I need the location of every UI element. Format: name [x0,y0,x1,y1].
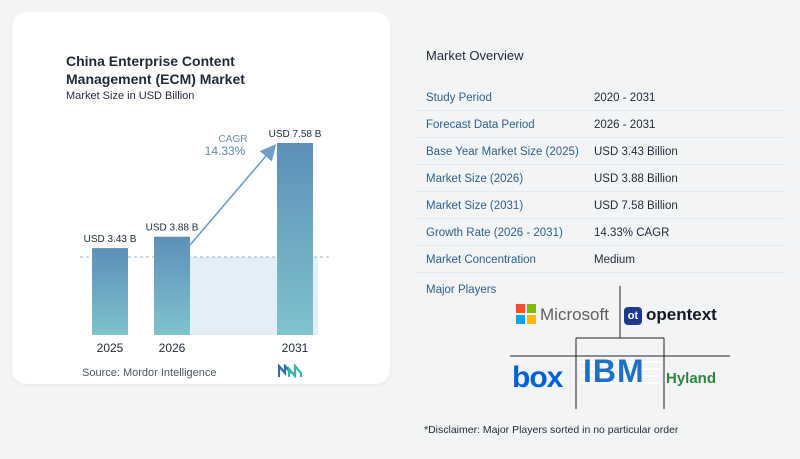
overview-key: Market Size (2031) [426,200,524,212]
x-tick-label: 2026 [159,341,186,355]
cagr-label: CAGR [219,134,248,145]
overview-value: 14.33% CAGR [594,227,670,239]
overview-key: Forecast Data Period [426,119,535,131]
microsoft-name: Microsoft [540,305,609,324]
box-name: box [512,361,563,394]
chart-title: China Enterprise Content Management (ECM… [66,53,245,87]
major-players-title: Major Players [426,284,497,296]
overview-value: USD 3.43 Billion [594,146,678,158]
bar-2026 [154,236,190,335]
overview-value: 2026 - 2031 [594,119,656,131]
overview-row: Growth Rate (2026 - 2031) 14.33% CAGR [416,219,786,246]
bar-value-label: USD 3.43 B [84,234,137,245]
bar-value-label: USD 3.88 B [146,223,199,234]
disclaimer: *Disclaimer: Major Players sorted in no … [424,424,679,436]
cagr-value: 14.33% [205,144,246,158]
x-tick-label: 2025 [97,341,124,355]
overview-value: USD 7.58 Billion [594,200,678,212]
opentext-badge-icon: ot [624,307,642,325]
overview-key: Growth Rate (2026 - 2031) [426,227,563,239]
bar-2031 [277,143,313,335]
overview-row: Market Concentration Medium [416,246,786,273]
overview-row: Market Size (2026) USD 3.88 Billion [416,165,786,192]
hyland-name: Hyland [666,370,717,387]
bar-2025 [92,248,128,335]
mordor-logo-icon [278,364,302,378]
overview-key: Market Concentration [426,254,536,266]
overview-row: Study Period 2020 - 2031 [416,84,786,111]
overview-row: Market Size (2031) USD 7.58 Billion [416,192,786,219]
overview-value: 2020 - 2031 [594,92,656,104]
overview-value: USD 3.88 Billion [594,173,678,185]
cagr-arrow [189,144,277,246]
ibm-name: IBM [583,353,645,389]
source-note: Source: Mordor Intelligence [82,367,217,379]
opentext-name: opentext [646,305,717,324]
bar-value-label: USD 7.58 B [269,129,322,140]
microsoft-logo-icon [516,304,536,324]
overview-table: Study Period 2020 - 2031 Forecast Data Per… [416,84,786,273]
overview-key: Base Year Market Size (2025) [426,146,579,158]
overview-value: Medium [594,254,635,266]
overview-row: Forecast Data Period 2026 - 2031 [416,111,786,138]
overview-key: Market Size (2026) [426,173,524,185]
overview-title: Market Overview [426,48,524,63]
bar-chart: USD 3.43 B 2025 USD 3.88 B 2026 USD 7.58 B 20… [80,129,330,355]
overview-row: Base Year Market Size (2025) USD 3.43 Bil… [416,138,786,165]
x-tick-label: 2031 [282,341,309,355]
chart-subtitle: Market Size in USD Billion [66,90,195,102]
overview-key: Study Period [426,92,492,104]
